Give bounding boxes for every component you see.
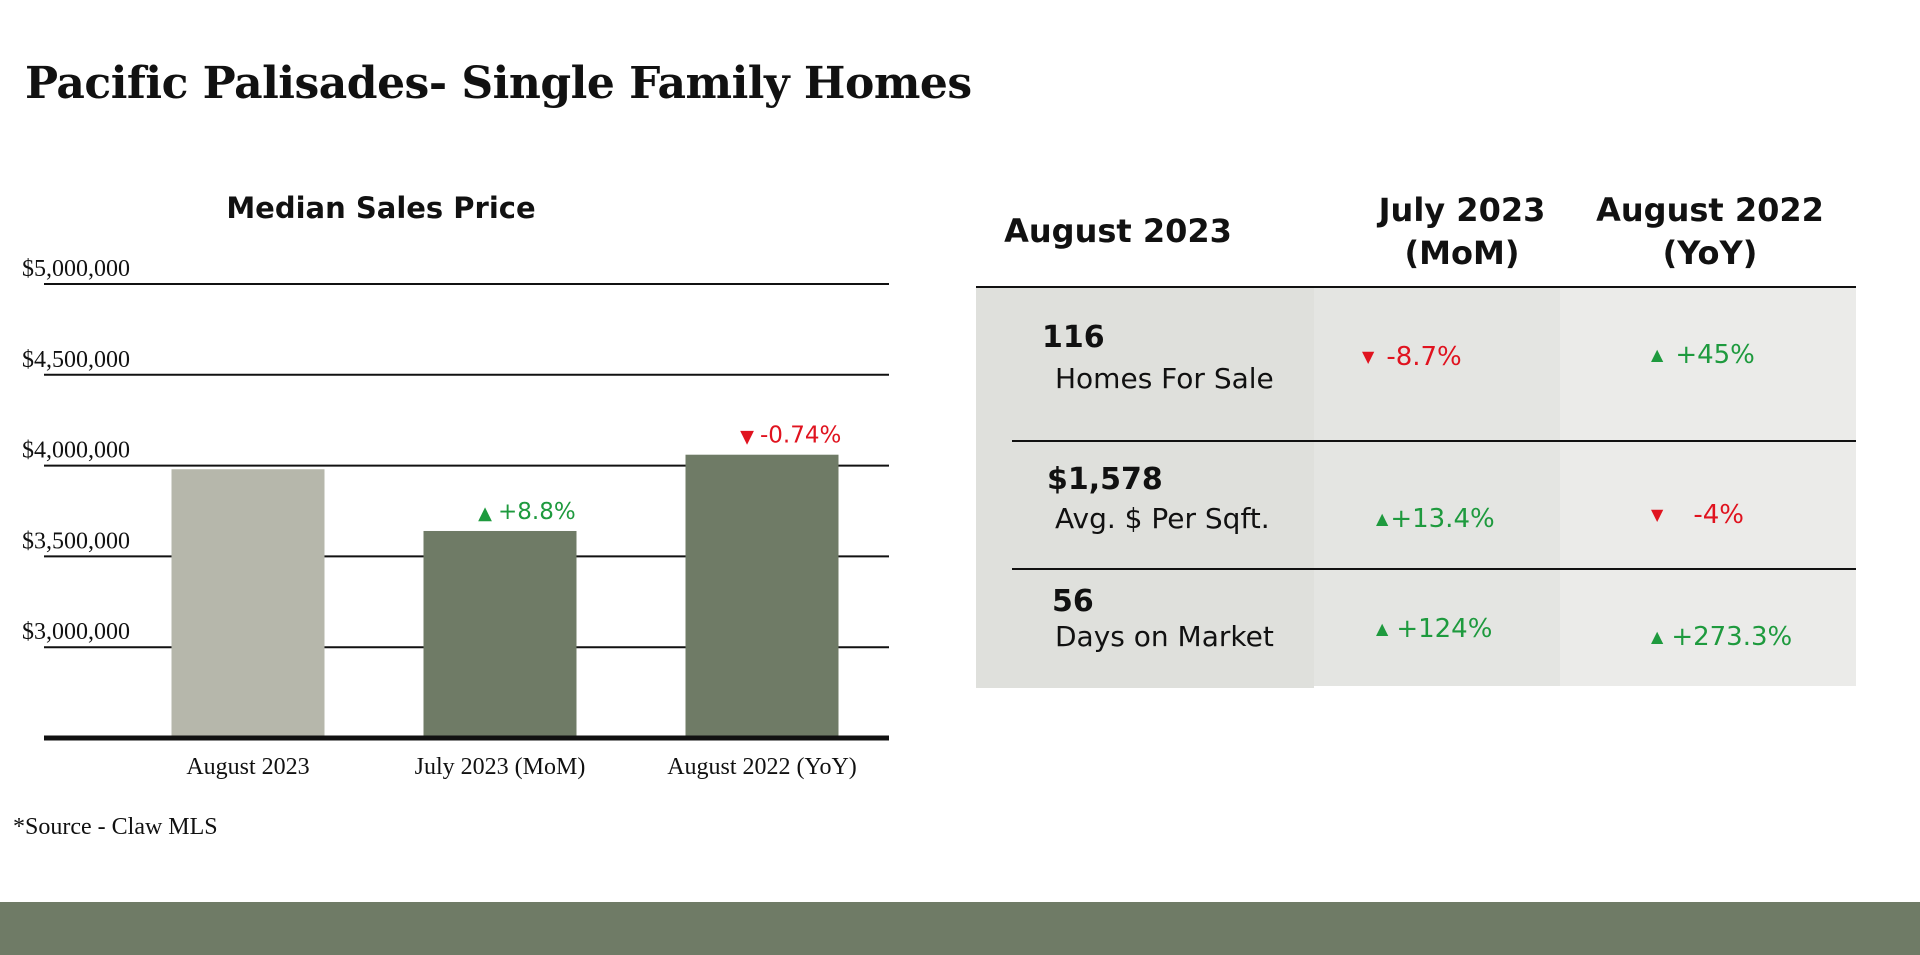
y-tick-label: $4,500,000: [22, 347, 130, 373]
metric-label: Homes For Sale: [1055, 362, 1274, 395]
up-arrow-icon: ▲: [478, 503, 492, 524]
metric-value: $1,578: [1047, 462, 1163, 497]
up-arrow-icon: ▲: [1651, 345, 1664, 364]
row-divider: [1012, 440, 1856, 442]
metric-label: Avg. $ Per Sqft.: [1055, 502, 1270, 535]
metric-label: Days on Market: [1055, 620, 1274, 653]
up-arrow-icon: ▲: [1651, 627, 1664, 646]
y-tick-label: $5,000,000: [22, 256, 130, 282]
x-tick-label: July 2023 (MoM): [415, 754, 586, 780]
bar-change-label: -0.74%: [760, 423, 841, 449]
footer-bar: [0, 902, 1920, 955]
change-yoy: ▲ +45%: [1651, 340, 1755, 370]
header-divider: [976, 286, 1856, 288]
bar: [685, 454, 839, 738]
header-yoy: August 2022 (YoY): [1596, 190, 1824, 272]
source-note: *Source - Claw MLS: [13, 814, 218, 840]
stats-table: August 2023 July 2023 (MoM) August 2022 (Y…: [976, 170, 1856, 690]
y-tick-label: $4,000,000: [22, 438, 130, 464]
header-current: August 2023: [1004, 212, 1232, 251]
change-mom: ▼ -8.7%: [1362, 342, 1462, 372]
down-arrow-icon: ▼: [1362, 347, 1375, 366]
change-yoy: ▲ +273.3%: [1651, 622, 1793, 652]
y-tick-label: $3,500,000: [22, 528, 130, 554]
up-arrow-icon: ▲: [1376, 509, 1389, 528]
up-arrow-icon: ▲: [1376, 619, 1389, 638]
header-mom: July 2023 (MoM): [1378, 190, 1546, 272]
row-divider: [1012, 568, 1856, 570]
change-mom: ▲ +124%: [1376, 614, 1493, 644]
column-background-yoy: [1560, 286, 1856, 686]
x-tick-label: August 2022 (YoY): [667, 754, 857, 780]
bar: [171, 469, 325, 738]
metric-value: 116: [1042, 320, 1105, 355]
down-arrow-icon: ▼: [1651, 505, 1664, 524]
page-title: Pacific Palisades- Single Family Homes: [25, 58, 972, 109]
bar: [423, 530, 577, 738]
bar-change-label: +8.8%: [498, 499, 576, 525]
change-yoy: ▼ -4%: [1651, 500, 1744, 530]
chart-title: Median Sales Price: [226, 191, 535, 225]
change-mom: ▲ +13.4%: [1376, 504, 1495, 534]
y-tick-label: $3,000,000: [22, 619, 130, 645]
metric-value: 56: [1052, 584, 1094, 619]
down-arrow-icon: ▼: [740, 427, 754, 448]
x-tick-label: August 2023: [186, 754, 309, 780]
median-price-chart: Median Sales Price $3,000,000 $3,500,000 $…: [22, 191, 889, 780]
column-background-mom: [1314, 286, 1560, 686]
column-background-current: [976, 286, 1314, 688]
